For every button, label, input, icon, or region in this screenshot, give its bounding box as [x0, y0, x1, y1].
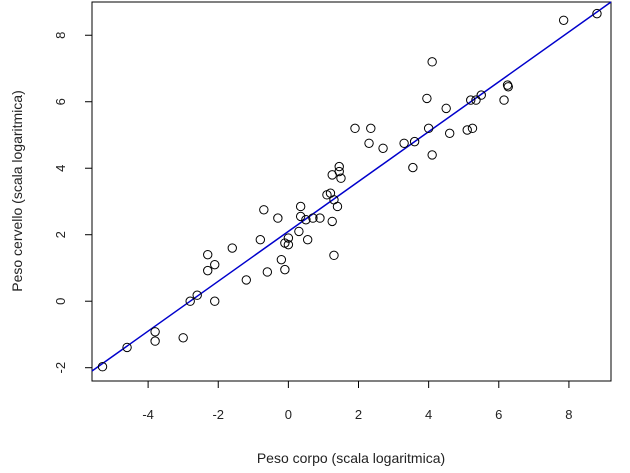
- data-point: [334, 161, 344, 172]
- y-tick-label: 6: [53, 98, 68, 105]
- data-point: [178, 333, 188, 343]
- data-point: [262, 267, 273, 277]
- y-tick-label: 0: [53, 298, 68, 305]
- data-point: [423, 123, 434, 134]
- data-point: [227, 243, 237, 253]
- x-tick-label: -2: [212, 407, 224, 422]
- data-point: [408, 162, 418, 173]
- data-point: [471, 95, 481, 105]
- data-point: [503, 82, 513, 92]
- data-point: [295, 211, 306, 222]
- y-tick-label: 8: [53, 32, 68, 39]
- data-point: [294, 226, 304, 237]
- data-point: [462, 125, 472, 135]
- data-point: [150, 336, 160, 346]
- data-point: [364, 138, 374, 148]
- y-tick-label: -2: [53, 362, 68, 374]
- data-point: [409, 136, 420, 147]
- data-point: [327, 216, 337, 227]
- x-tick-label: 6: [495, 407, 502, 422]
- plot-frame: [91, 1, 612, 382]
- x-tick-label: 4: [425, 407, 432, 422]
- data-point: [308, 213, 318, 223]
- data-point: [280, 264, 290, 275]
- x-tick-label: 2: [355, 407, 362, 422]
- data-point: [150, 327, 160, 337]
- data-point: [350, 123, 360, 134]
- data-point: [192, 290, 202, 300]
- data-point: [499, 95, 509, 105]
- x-axis: -4 -2 0 2 4 6 8: [142, 380, 573, 422]
- data-point: [476, 90, 486, 100]
- data-point: [185, 296, 195, 306]
- data-point: [302, 235, 313, 245]
- data-point: [273, 213, 283, 223]
- x-tick-label: 0: [285, 407, 292, 422]
- y-axis-title: Peso cervello (scala logaritmica): [9, 90, 25, 292]
- data-point: [444, 128, 455, 139]
- y-tick-label: 2: [53, 231, 68, 238]
- data-point: [301, 215, 311, 225]
- data-point: [422, 93, 432, 104]
- data-point: [467, 123, 478, 134]
- data-point: [558, 15, 569, 25]
- data-point: [332, 201, 343, 212]
- regression-line: [91, 1, 612, 372]
- data-point: [427, 150, 437, 160]
- x-tick-label: 8: [565, 407, 572, 422]
- data-point: [329, 250, 339, 261]
- y-axis: -2 0 2 4 6 8: [53, 32, 93, 374]
- data-point: [283, 239, 294, 250]
- data-point: [122, 342, 132, 353]
- x-axis-title: Peso corpo (scala logaritmica): [257, 450, 445, 466]
- data-point: [466, 95, 476, 105]
- data-point: [399, 138, 409, 148]
- data-point: [203, 265, 213, 276]
- data-point: [366, 123, 376, 134]
- data-point: [427, 57, 437, 67]
- data-point: [378, 143, 388, 153]
- data-point: [283, 233, 294, 243]
- data-point: [255, 235, 266, 245]
- data-point: [441, 103, 451, 114]
- data-point: [241, 275, 251, 285]
- data-point: [334, 166, 344, 177]
- data-point: [259, 205, 269, 215]
- data-point: [210, 259, 220, 270]
- data-points: [97, 8, 602, 372]
- data-point: [336, 173, 346, 183]
- data-point: [315, 213, 325, 223]
- y-tick-label: 4: [53, 165, 68, 172]
- data-point: [97, 362, 108, 372]
- data-point: [276, 254, 287, 265]
- data-point: [203, 249, 213, 260]
- data-point: [592, 8, 602, 19]
- data-point: [295, 201, 306, 212]
- data-point: [210, 296, 220, 306]
- x-tick-label: -4: [142, 407, 154, 422]
